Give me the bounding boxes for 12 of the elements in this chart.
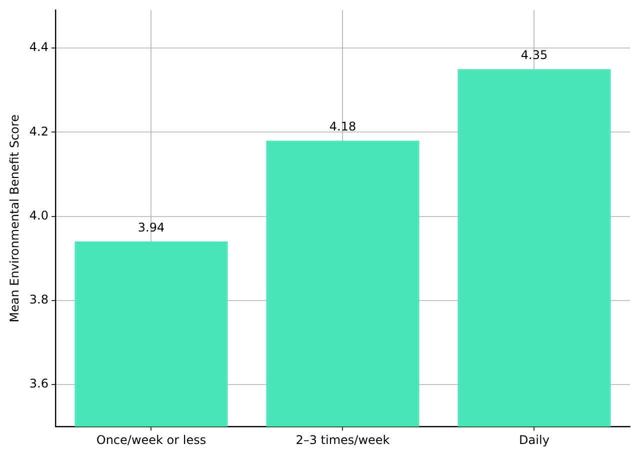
y-tick-label: 3.6: [29, 376, 48, 391]
data-label: 4.18: [329, 120, 356, 134]
x-tick-label: Daily: [519, 432, 550, 447]
y-tick-label: 4.4: [29, 40, 48, 54]
x-tick-label: 2–3 times/week: [296, 432, 390, 447]
y-tick-label: 4.2: [29, 124, 48, 138]
y-tick-label: 3.8: [29, 292, 48, 307]
data-label: 3.94: [138, 220, 165, 235]
x-tick-label: Once/week or less: [96, 432, 206, 447]
y-axis-title: Mean Environmental Benefit Score: [7, 114, 22, 322]
data-label: 4.35: [520, 48, 548, 62]
y-tick-label: 4.0: [29, 208, 48, 222]
